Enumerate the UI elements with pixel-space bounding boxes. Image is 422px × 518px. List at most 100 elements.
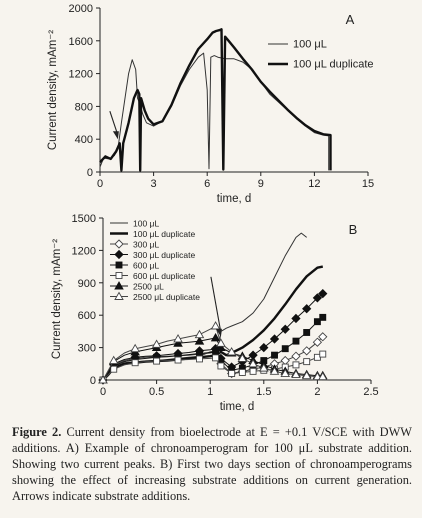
marker-diamond [291, 313, 301, 324]
panel-letter: B [349, 222, 358, 237]
series-line [99, 28, 332, 172]
marker-triangle [248, 358, 258, 368]
marker-square [196, 355, 203, 363]
marker-square [212, 354, 220, 362]
marker-triangle [173, 338, 183, 347]
marker-square [313, 318, 321, 326]
caption-text: Current density from bioelectrode at E =… [12, 425, 412, 503]
marker-square [292, 337, 300, 345]
marker-square [292, 361, 300, 369]
marker-diamond [114, 239, 124, 249]
marker-diamond [291, 351, 301, 361]
x-tick-label: 6 [204, 178, 210, 190]
x-tick-label: 2 [314, 386, 320, 398]
marker-square [303, 329, 311, 336]
legend-label: 2500 μL [133, 282, 164, 292]
annotation-arrow-shaft [210, 276, 222, 333]
x-axis-label: time, d [220, 401, 255, 413]
x-tick-label: 1.5 [256, 386, 271, 398]
marker-triangle [210, 332, 221, 342]
y-tick-label: 800 [75, 101, 93, 113]
marker-triangle [194, 336, 205, 345]
legend-label: 100 μL duplicate [133, 229, 196, 239]
marker-diamond [318, 288, 328, 299]
y-axis-label: Current density, mAm⁻² [51, 239, 63, 359]
x-tick-label: 0 [97, 178, 103, 190]
marker-triangle [269, 366, 280, 375]
marker-square [249, 367, 257, 375]
marker-square [271, 351, 278, 359]
marker-diamond [280, 324, 290, 334]
y-axis-label: Current density, mAm⁻² [47, 30, 59, 150]
marker-triangle [216, 338, 226, 347]
marker-triangle [194, 329, 205, 339]
y-tick-label: 0 [90, 375, 96, 387]
legend-label: 300 μL [133, 240, 159, 250]
legend-label: 2500 μL duplicate [133, 292, 200, 302]
legend-label: 100 μL [293, 39, 327, 51]
legend-label: 600 μL duplicate [133, 271, 196, 281]
marker-diamond [302, 304, 312, 314]
marker-triangle [98, 375, 108, 384]
marker-square [115, 272, 123, 279]
marker-square [238, 368, 246, 376]
x-tick-label: 9 [258, 178, 264, 190]
marker-triangle [130, 343, 140, 353]
marker-square [131, 359, 139, 367]
marker-triangle [114, 281, 124, 290]
x-tick-label: 0.5 [149, 386, 164, 398]
marker-triangle [237, 353, 248, 362]
marker-diamond [318, 332, 328, 342]
figure-caption: Figure 2. Current density from bioelectr… [12, 424, 412, 504]
y-tick-label: 300 [78, 343, 96, 355]
marker-triangle [291, 369, 301, 379]
x-tick-label: 1 [207, 386, 213, 398]
marker-square [217, 362, 225, 370]
marker-square [174, 356, 182, 364]
panel-a: 0 3 6 9 12 15 0 400 800 1200 1600 2000 time, d Curren… [47, 3, 374, 205]
legend-label: 100 μL [133, 219, 159, 229]
y-tick-label: 1500 [72, 213, 96, 225]
marker-square [153, 357, 161, 365]
caption-label: Figure 2. [12, 425, 62, 439]
annotation-arrow-head [215, 328, 222, 337]
marker-triangle [216, 342, 226, 352]
marker-square [319, 313, 327, 321]
marker-triangle [259, 363, 269, 372]
marker-square [319, 350, 327, 358]
marker-diamond [302, 346, 312, 356]
marker-square [228, 370, 236, 377]
marker-square [110, 365, 118, 373]
marker-triangle [226, 347, 237, 356]
y-tick-label: 2000 [69, 3, 93, 15]
y-tick-label: 1600 [69, 36, 93, 48]
x-axis-label: time, d [217, 193, 252, 205]
y-tick-label: 0 [87, 167, 93, 179]
series-line [99, 52, 330, 171]
marker-triangle [108, 355, 119, 365]
marker-triangle [317, 371, 328, 381]
x-tick-label: 12 [308, 178, 320, 190]
marker-triangle [301, 370, 312, 380]
marker-diamond [259, 342, 269, 353]
marker-triangle [173, 334, 183, 343]
marker-triangle [280, 368, 291, 377]
y-tick-label: 400 [75, 134, 93, 146]
annotation-arrow-head [112, 131, 119, 140]
marker-diamond [269, 334, 280, 344]
x-tick-label: 0 [100, 386, 106, 398]
legend-label: 600 μL [133, 261, 159, 271]
marker-diamond [312, 293, 323, 303]
x-tick-label: 15 [362, 178, 374, 190]
marker-triangle [114, 291, 124, 300]
legend-label: 100 μL duplicate [293, 59, 374, 71]
marker-triangle [151, 339, 162, 348]
y-tick-label: 1200 [69, 69, 93, 81]
y-tick-label: 1200 [72, 245, 96, 257]
marker-square [281, 345, 289, 353]
y-tick-label: 900 [78, 278, 96, 290]
legend-label: 300 μL duplicate [133, 250, 196, 260]
x-tick-label: 3 [151, 178, 157, 190]
x-tick-label: 2.5 [363, 386, 378, 398]
